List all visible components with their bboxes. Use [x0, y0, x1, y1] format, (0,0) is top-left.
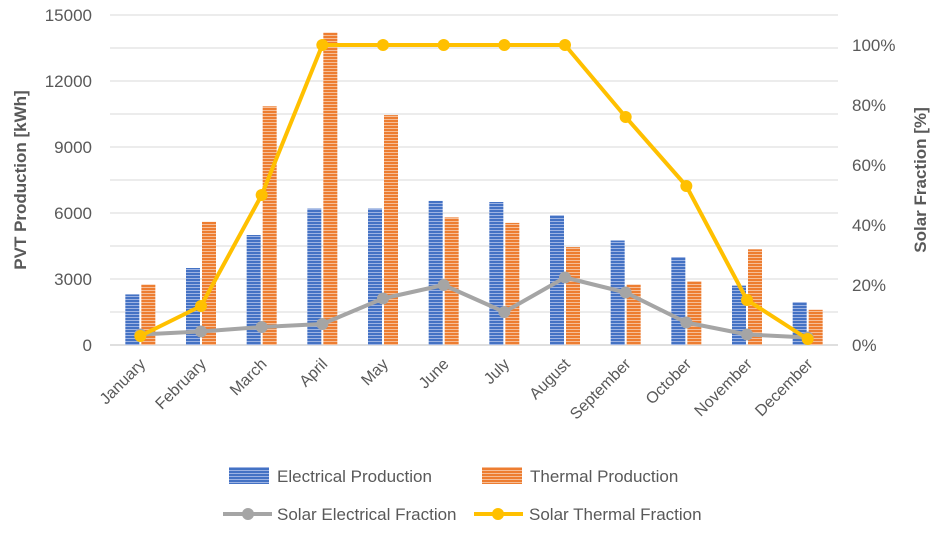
bar-thermal-production — [444, 217, 459, 345]
bar-electrical-production — [186, 268, 200, 345]
marker-solar-thermal-fraction — [255, 189, 268, 201]
marker-solar-thermal-fraction — [134, 330, 147, 342]
y-tick-label: 12000 — [45, 72, 92, 91]
legend-marker-solar-electrical-fraction — [242, 508, 254, 520]
x-tick-label: January — [97, 356, 149, 408]
x-tick-label: October — [643, 355, 696, 408]
bar-thermal-production — [384, 115, 398, 345]
marker-solar-thermal-fraction — [377, 39, 389, 51]
bar-electrical-production — [671, 257, 686, 345]
y-tick-label: 15000 — [45, 6, 92, 25]
legend-label-solar-thermal-fraction: Solar Thermal Fraction — [529, 505, 702, 524]
legend-label-electrical-production: Electrical Production — [277, 467, 432, 486]
marker-solar-thermal-fraction — [498, 39, 511, 51]
y-tick-label: 3000 — [54, 270, 92, 289]
marker-solar-thermal-fraction — [316, 39, 329, 51]
x-tick-label: November — [692, 355, 757, 420]
x-tick-label: August — [527, 355, 575, 403]
bar-electrical-production — [428, 200, 443, 345]
bar-thermal-production — [323, 32, 338, 345]
y2-tick-label: 60% — [852, 156, 886, 175]
marker-solar-electrical-fraction — [255, 321, 268, 333]
bar-thermal-production — [202, 221, 216, 345]
y2-tick-label: 0% — [852, 336, 877, 355]
bar-thermal-production — [505, 222, 520, 345]
marker-solar-thermal-fraction — [195, 300, 207, 312]
x-tick-label: September — [567, 355, 635, 423]
legend-item-solar-electrical-fraction: Solar Electrical Fraction — [223, 505, 457, 524]
legend-item-electrical-production: Electrical Production — [229, 467, 432, 486]
y2-tick-label: 40% — [852, 216, 886, 235]
x-tick-label: May — [358, 356, 391, 389]
marker-solar-thermal-fraction — [741, 294, 753, 306]
bar-thermal-production — [687, 281, 702, 345]
bar-electrical-production — [246, 235, 261, 345]
axes: 0 3000 6000 9000 12000 15000 0% 20% 40% 60% 80% 100… — [45, 6, 896, 423]
lines — [134, 39, 814, 345]
legend-item-solar-thermal-fraction: Solar Thermal Fraction — [474, 505, 702, 524]
marker-solar-electrical-fraction — [195, 325, 207, 338]
y-tick-label: 6000 — [54, 204, 92, 223]
bar-electrical-production — [368, 208, 382, 345]
marker-solar-electrical-fraction — [377, 292, 389, 305]
x-tick-label: June — [416, 356, 453, 393]
marker-solar-thermal-fraction — [801, 333, 814, 345]
marker-solar-thermal-fraction — [680, 180, 693, 192]
marker-solar-electrical-fraction — [619, 286, 632, 299]
legend-item-thermal-production: Thermal Production — [482, 467, 678, 486]
x-tick-label: March — [227, 356, 270, 399]
x-tick-label: December — [752, 355, 817, 420]
marker-solar-electrical-fraction — [316, 318, 329, 330]
marker-solar-electrical-fraction — [498, 306, 511, 318]
x-tick-label: April — [297, 356, 332, 391]
x-tick-label: February — [153, 356, 210, 413]
marker-solar-electrical-fraction — [741, 328, 753, 341]
marker-solar-thermal-fraction — [619, 111, 632, 123]
y2-tick-label: 100% — [852, 36, 895, 55]
bar-thermal-production — [262, 106, 277, 345]
gridlines — [110, 14, 838, 346]
bar-electrical-production — [489, 202, 504, 345]
marker-solar-electrical-fraction — [559, 271, 571, 284]
y-tick-label: 0 — [83, 336, 92, 355]
legend-label-thermal-production: Thermal Production — [530, 467, 678, 486]
marker-solar-electrical-fraction — [680, 316, 693, 329]
bar-electrical-production — [610, 240, 625, 345]
y-axis-title: PVT Production [kWh] — [11, 90, 30, 269]
y-tick-label: 9000 — [54, 138, 92, 157]
bar-thermal-production — [566, 247, 580, 345]
legend-marker-solar-thermal-fraction — [492, 508, 504, 520]
marker-solar-electrical-fraction — [437, 279, 450, 291]
legend-label-solar-electrical-fraction: Solar Electrical Fraction — [277, 505, 457, 524]
marker-solar-thermal-fraction — [559, 39, 571, 51]
legend-swatch-electrical-production — [229, 467, 269, 484]
line-solar-thermal-fraction — [139, 43, 809, 341]
marker-solar-thermal-fraction — [437, 39, 450, 51]
legend: Electrical Production Thermal Production… — [223, 467, 702, 524]
y2-tick-label: 80% — [852, 96, 886, 115]
legend-swatch-thermal-production — [482, 467, 522, 484]
bar-thermal-production — [748, 249, 762, 345]
x-tick-label: July — [481, 356, 513, 388]
y2-axis-title: Solar Fraction [%] — [911, 107, 930, 252]
line-solar-electrical-fraction — [140, 275, 808, 340]
y2-tick-label: 20% — [852, 276, 886, 295]
bar-electrical-production — [307, 208, 322, 345]
